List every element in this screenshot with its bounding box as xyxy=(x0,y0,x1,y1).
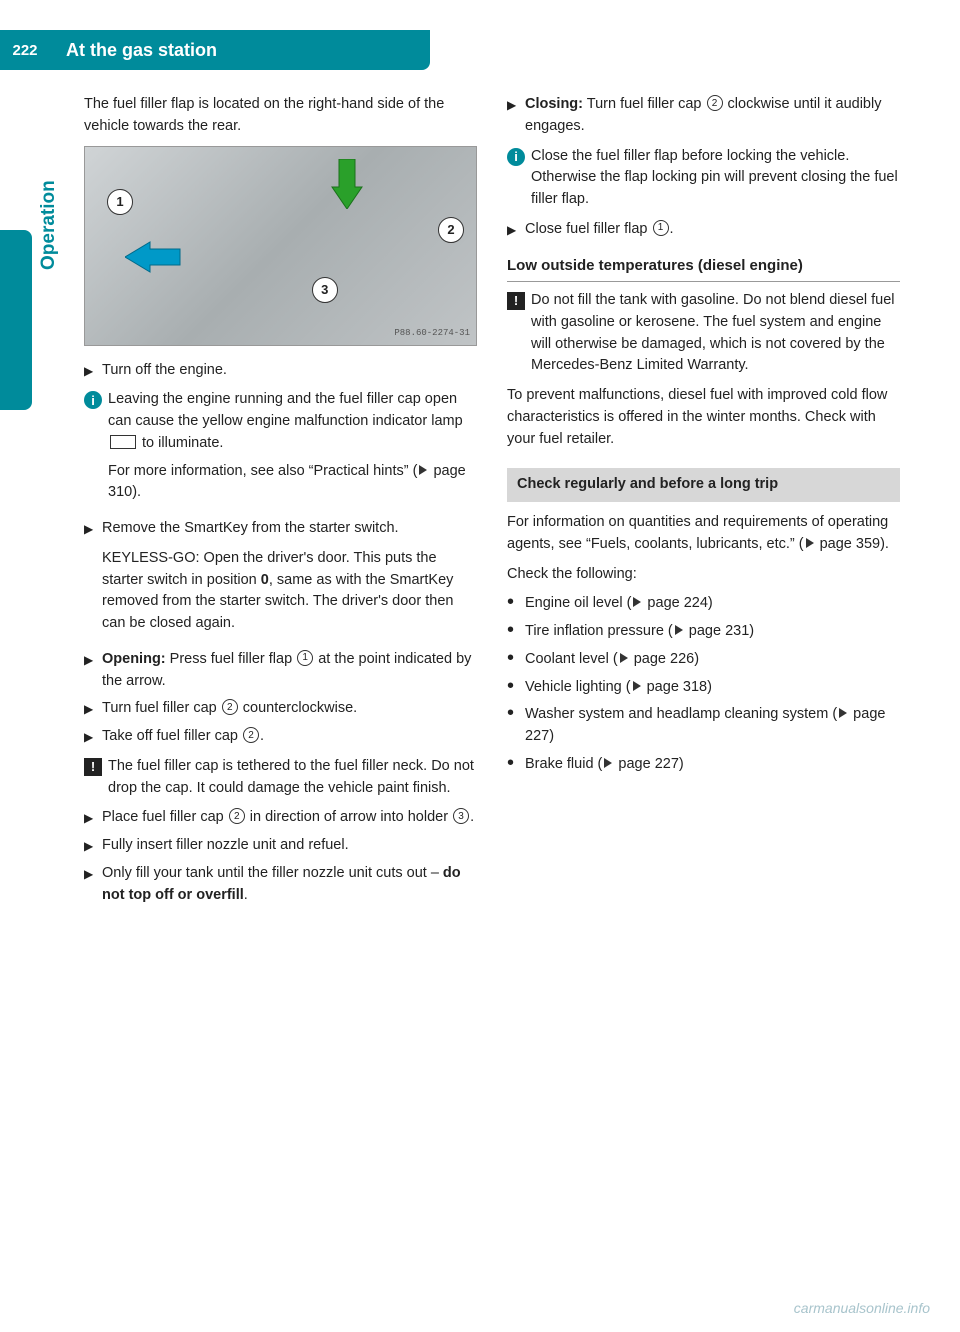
step-marker-icon: ▶ xyxy=(507,219,525,241)
page-ref-icon xyxy=(620,653,628,663)
bullet-washer: • Washer system and headlamp cleaning sy… xyxy=(507,704,900,748)
bullet-icon: • xyxy=(507,704,525,748)
bullet-icon: • xyxy=(507,593,525,615)
figure-callout-1: 1 xyxy=(107,189,133,215)
ref-1: 1 xyxy=(297,650,313,666)
bullet-icon: • xyxy=(507,649,525,671)
step-marker-icon: ▶ xyxy=(84,518,102,643)
bullet-body: Engine oil level ( page 224) xyxy=(525,593,900,615)
ref-2: 2 xyxy=(243,727,259,743)
bullet-body: Coolant level ( page 226) xyxy=(525,649,900,671)
check-intro: For information on quantities and requir… xyxy=(507,512,900,556)
step-turn-off: ▶ Turn off the engine. xyxy=(84,360,477,382)
step-remove-key: ▶ Remove the SmartKey from the starter s… xyxy=(84,518,477,643)
warning-icon: ! xyxy=(84,758,102,776)
right-column: ▶ Closing: Turn fuel filler cap 2 clockw… xyxy=(507,94,900,912)
page-ref-icon xyxy=(633,597,641,607)
diesel-cold-flow-text: To prevent malfunctions, diesel fuel wit… xyxy=(507,385,900,450)
side-tab xyxy=(0,230,32,410)
info-close-flap: i Close the fuel filler flap before lock… xyxy=(507,146,900,211)
step-body: Turn off the engine. xyxy=(102,360,477,382)
info-icon: i xyxy=(507,148,525,166)
figure-callout-3: 3 xyxy=(312,277,338,303)
left-column: The fuel filler flap is located on the r… xyxy=(84,94,477,912)
page-title: At the gas station xyxy=(50,30,430,70)
page-ref-icon xyxy=(675,625,683,635)
step-insert-nozzle: ▶ Fully insert filler nozzle unit and re… xyxy=(84,835,477,857)
step-marker-icon: ▶ xyxy=(84,807,102,829)
content-columns: The fuel filler flap is located on the r… xyxy=(0,70,960,912)
page-ref-icon xyxy=(839,708,847,718)
page-ref-icon xyxy=(419,465,427,475)
warn-diesel: ! Do not fill the tank with gasoline. Do… xyxy=(507,290,900,377)
step-marker-icon: ▶ xyxy=(84,835,102,857)
ref-2: 2 xyxy=(229,808,245,824)
step-marker-icon: ▶ xyxy=(84,698,102,720)
warn-body: The fuel filler cap is tethered to the f… xyxy=(108,756,477,800)
step-marker-icon: ▶ xyxy=(84,863,102,907)
figure-arrow-down-icon xyxy=(327,159,367,209)
step-marker-icon: ▶ xyxy=(507,94,525,138)
bullet-icon: • xyxy=(507,621,525,643)
warning-icon: ! xyxy=(507,292,525,310)
page-ref-icon xyxy=(806,538,814,548)
step-marker-icon: ▶ xyxy=(84,360,102,382)
bullet-tire: • Tire inflation pressure ( page 231) xyxy=(507,621,900,643)
section-check-regularly: Check regularly and before a long trip xyxy=(507,468,900,502)
page-ref-icon xyxy=(633,681,641,691)
info-body: Leaving the engine running and the fuel … xyxy=(108,389,477,510)
info-icon: i xyxy=(84,391,102,409)
page-header: 222 At the gas station xyxy=(0,30,960,70)
bullet-body: Washer system and headlamp cleaning syst… xyxy=(525,704,900,748)
info-body: Close the fuel filler flap before lockin… xyxy=(531,146,900,211)
step-place-cap: ▶ Place fuel filler cap 2 in direction o… xyxy=(84,807,477,829)
step-body: Closing: Turn fuel filler cap 2 clockwis… xyxy=(525,94,900,138)
step-marker-icon: ▶ xyxy=(84,726,102,748)
step-marker-icon: ▶ xyxy=(84,649,102,693)
bullet-body: Brake fluid ( page 227) xyxy=(525,754,900,776)
footer-watermark: carmanualsonline.info xyxy=(794,1300,930,1316)
bullet-icon: • xyxy=(507,754,525,776)
step-body: Only fill your tank until the filler noz… xyxy=(102,863,477,907)
step-body: Close fuel filler flap 1. xyxy=(525,219,900,241)
figure-callout-2: 2 xyxy=(438,217,464,243)
figure-arrow-left-icon xyxy=(125,237,185,277)
fuel-flap-figure: 1 2 3 P88.60-2274-31 xyxy=(84,146,477,346)
step-body: Opening: Press fuel filler flap 1 at the… xyxy=(102,649,477,693)
check-following: Check the following: xyxy=(507,564,900,586)
side-section-label: Operation xyxy=(38,180,60,270)
page-ref-icon xyxy=(604,758,612,768)
info-engine-running: i Leaving the engine running and the fue… xyxy=(84,389,477,510)
bullet-icon: • xyxy=(507,677,525,699)
step-body: Remove the SmartKey from the starter swi… xyxy=(102,518,477,643)
ref-1: 1 xyxy=(653,220,669,236)
bullet-coolant: • Coolant level ( page 226) xyxy=(507,649,900,671)
step-body: Place fuel filler cap 2 in direction of … xyxy=(102,807,477,829)
warn-body: Do not fill the tank with gasoline. Do n… xyxy=(531,290,900,377)
step-body: Turn fuel filler cap 2 counterclockwise. xyxy=(102,698,477,720)
heading-low-temp: Low outside temperatures (diesel engine) xyxy=(507,255,900,283)
bullet-lighting: • Vehicle lighting ( page 318) xyxy=(507,677,900,699)
step-closing: ▶ Closing: Turn fuel filler cap 2 clockw… xyxy=(507,94,900,138)
engine-lamp-icon xyxy=(110,435,136,449)
step-turn-cap-ccw: ▶ Turn fuel filler cap 2 counterclockwis… xyxy=(84,698,477,720)
step-fill-tank: ▶ Only fill your tank until the filler n… xyxy=(84,863,477,907)
intro-text: The fuel filler flap is located on the r… xyxy=(84,94,477,138)
page-number: 222 xyxy=(0,30,50,70)
warn-tethered-cap: ! The fuel filler cap is tethered to the… xyxy=(84,756,477,800)
ref-2: 2 xyxy=(707,95,723,111)
ref-3: 3 xyxy=(453,808,469,824)
figure-code: P88.60-2274-31 xyxy=(394,327,470,341)
bullet-body: Tire inflation pressure ( page 231) xyxy=(525,621,900,643)
step-body: Fully insert filler nozzle unit and refu… xyxy=(102,835,477,857)
step-close-flap: ▶ Close fuel filler flap 1. xyxy=(507,219,900,241)
ref-2: 2 xyxy=(222,699,238,715)
step-body: Take off fuel filler cap 2. xyxy=(102,726,477,748)
step-opening: ▶ Opening: Press fuel filler flap 1 at t… xyxy=(84,649,477,693)
bullet-oil: • Engine oil level ( page 224) xyxy=(507,593,900,615)
bullet-brake: • Brake fluid ( page 227) xyxy=(507,754,900,776)
step-take-off-cap: ▶ Take off fuel filler cap 2. xyxy=(84,726,477,748)
bullet-body: Vehicle lighting ( page 318) xyxy=(525,677,900,699)
